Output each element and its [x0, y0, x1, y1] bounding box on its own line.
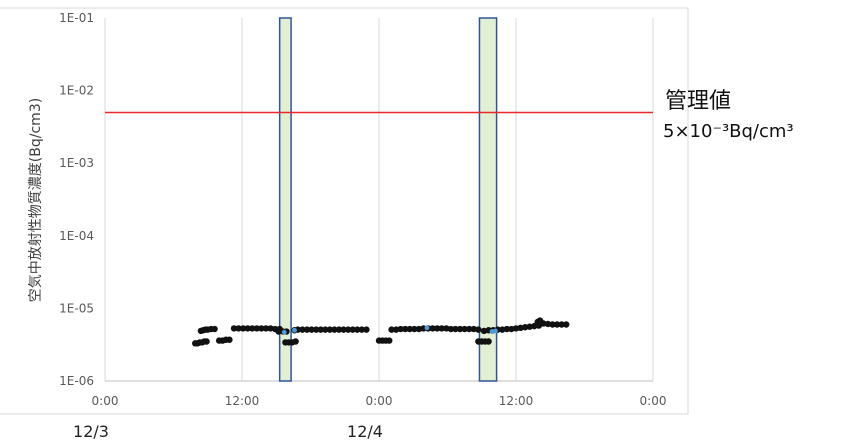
y-tick-label: 1E-06	[59, 374, 94, 388]
data-point	[230, 325, 238, 332]
data-point	[402, 325, 409, 333]
data-point	[303, 326, 311, 333]
data-point	[411, 325, 418, 333]
limit-annotation-title: 管理値	[665, 89, 731, 114]
data-point	[211, 325, 218, 333]
data-point	[461, 325, 468, 333]
x-tick-label: 12:00	[499, 394, 534, 408]
data-point	[299, 326, 306, 333]
data-point	[322, 326, 329, 333]
data-point	[493, 328, 498, 334]
data-point	[424, 325, 430, 331]
data-point	[331, 326, 338, 333]
data-point	[253, 325, 261, 332]
data-point	[553, 321, 561, 328]
data-point	[434, 325, 441, 332]
data-point	[262, 325, 270, 332]
data-point	[358, 326, 366, 333]
data-point	[363, 326, 370, 333]
y-axis-label: 空気中放射性物質濃度(Bq/cm3)	[28, 98, 44, 302]
data-point	[549, 321, 556, 328]
data-point	[340, 326, 347, 333]
data-point	[313, 326, 320, 333]
y-tick-label: 1E-03	[59, 156, 94, 170]
x-date-label: 12/3	[73, 422, 109, 441]
data-point	[335, 326, 343, 333]
data-point	[326, 326, 334, 333]
chart-frame	[0, 7, 689, 415]
data-point	[397, 325, 404, 333]
data-point	[258, 325, 265, 332]
data-point	[503, 325, 511, 333]
data-point	[386, 337, 393, 344]
highlight-band	[278, 17, 292, 382]
x-tick-label: 12:00	[225, 394, 260, 408]
x-tick-label: 0:00	[366, 394, 393, 408]
data-point	[447, 325, 455, 333]
data-point	[429, 325, 436, 332]
x-tick-label: 0:00	[640, 394, 667, 408]
y-tick-label: 1E-02	[59, 84, 94, 98]
data-point	[354, 326, 361, 333]
data-point	[281, 329, 287, 335]
data-point	[249, 325, 256, 332]
data-point	[244, 325, 251, 332]
x-tick-label: 0:00	[92, 394, 119, 408]
x-date-label: 12/4	[347, 422, 383, 441]
data-point	[452, 325, 459, 333]
data-point	[349, 326, 356, 333]
y-tick-label: 1E-01	[59, 11, 94, 25]
data-point	[438, 325, 445, 332]
data-point	[475, 326, 482, 333]
data-point	[308, 326, 315, 333]
data-point	[485, 338, 492, 345]
data-point	[239, 325, 247, 332]
data-point	[203, 338, 210, 345]
data-point	[558, 321, 565, 328]
data-point	[292, 327, 297, 333]
data-point	[226, 336, 233, 343]
y-tick-label: 1E-05	[59, 301, 94, 315]
data-point	[235, 325, 242, 332]
data-point	[456, 325, 464, 333]
data-point	[406, 325, 414, 333]
highlight-band	[478, 17, 498, 382]
data-point	[275, 328, 282, 335]
data-point	[388, 326, 395, 333]
data-point	[292, 338, 299, 345]
data-point	[465, 325, 473, 333]
y-tick-label: 1E-04	[59, 229, 94, 243]
limit-annotation-value: 5×10⁻³Bq/cm³	[663, 121, 794, 142]
data-point	[344, 326, 352, 333]
data-point	[317, 326, 324, 333]
data-point	[563, 321, 570, 328]
